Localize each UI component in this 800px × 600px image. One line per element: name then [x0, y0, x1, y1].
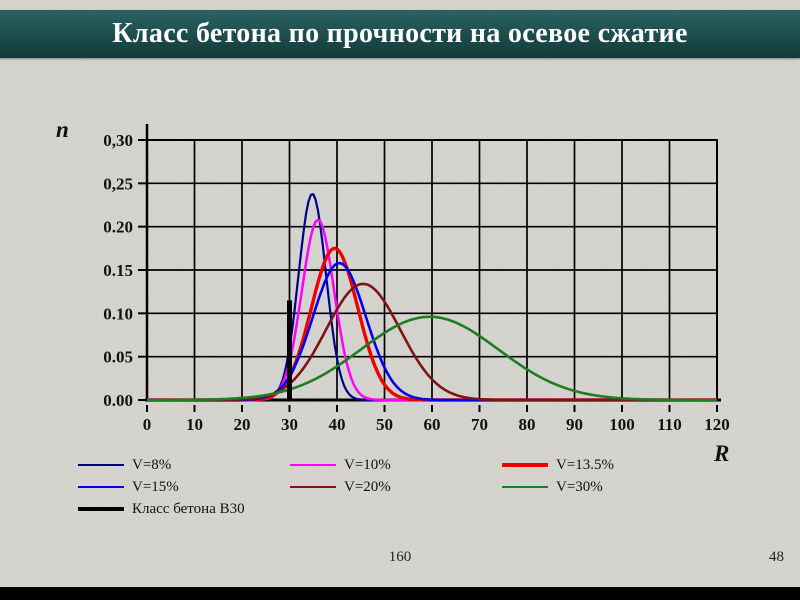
x-tick-label: 40: [329, 415, 346, 434]
x-tick-label: 120: [704, 415, 730, 434]
legend-item-v-13-5-: V=13.5%: [502, 456, 714, 474]
y-tick-label: 0.20: [103, 218, 133, 237]
slide-title-bar: Класс бетона по прочности на осевое сжат…: [0, 10, 800, 58]
y-tick-label: 0.10: [103, 304, 133, 323]
y-tick-label: 0.05: [103, 348, 133, 367]
x-tick-label: 110: [657, 415, 682, 434]
x-tick-label: 20: [234, 415, 251, 434]
legend-swatch: [78, 507, 124, 511]
x-tick-label: 100: [609, 415, 635, 434]
legend-swatch: [502, 485, 548, 489]
legend-label: V=10%: [344, 456, 391, 473]
distribution-chart: 0 10 20 30 40 50 60 70 80 90 100 110 120 0,30 0,25 0.20…: [103, 124, 730, 434]
x-tick-label: 0: [143, 415, 152, 434]
legend-swatch: [78, 463, 124, 467]
bottom-black-bar: [0, 587, 800, 600]
x-axis-label: R: [714, 441, 730, 466]
legend-label: Класс бетона В30: [132, 500, 245, 517]
curve-v-30-: [147, 315, 717, 402]
y-axis-label: n: [56, 117, 69, 142]
x-tick-label: 30: [281, 415, 298, 434]
chart-legend: V=8% V=10% V=13.5% V=15% V=20% V=30% Класс бет…: [78, 456, 726, 518]
footer-slide-number: 48: [769, 549, 784, 565]
legend-swatch: [78, 485, 124, 489]
legend-item-v-15-: V=15%: [78, 478, 290, 496]
curve-v-20-: [147, 282, 717, 402]
y-tick-label: 0,30: [103, 131, 133, 150]
x-tick-label: 60: [424, 415, 441, 434]
x-tick-label: 50: [376, 415, 393, 434]
y-tick-label: 0.00: [103, 391, 133, 410]
legend-item-v-20-: V=20%: [290, 478, 502, 496]
chart-area: 0 10 20 30 40 50 60 70 80 90 100 110 120 0,30 0,25 0.20…: [40, 115, 760, 465]
legend-label: V=13.5%: [556, 456, 615, 473]
legend-label: V=15%: [132, 478, 179, 495]
y-tick-label: 0.15: [103, 261, 133, 280]
legend-label: V=20%: [344, 478, 391, 495]
x-tick-label: 70: [471, 415, 488, 434]
legend-item-класс-бетона-в30: Класс бетона В30: [78, 500, 290, 518]
slide-title: Класс бетона по прочности на осевое сжат…: [112, 18, 688, 49]
footer-page-number-center: 160: [388, 549, 412, 565]
legend-label: V=30%: [556, 478, 603, 495]
x-tick-label: 90: [566, 415, 583, 434]
y-tick-label: 0,25: [103, 174, 133, 193]
legend-swatch: [502, 463, 548, 467]
legend-label: V=8%: [132, 456, 172, 473]
legend-swatch: [290, 463, 336, 467]
legend-item-v-10-: V=10%: [290, 456, 502, 474]
legend-swatch: [290, 485, 336, 489]
legend-item-v-8-: V=8%: [78, 456, 290, 474]
x-tick-label: 10: [186, 415, 203, 434]
legend-item-v-30-: V=30%: [502, 478, 714, 496]
x-tick-label: 80: [519, 415, 536, 434]
